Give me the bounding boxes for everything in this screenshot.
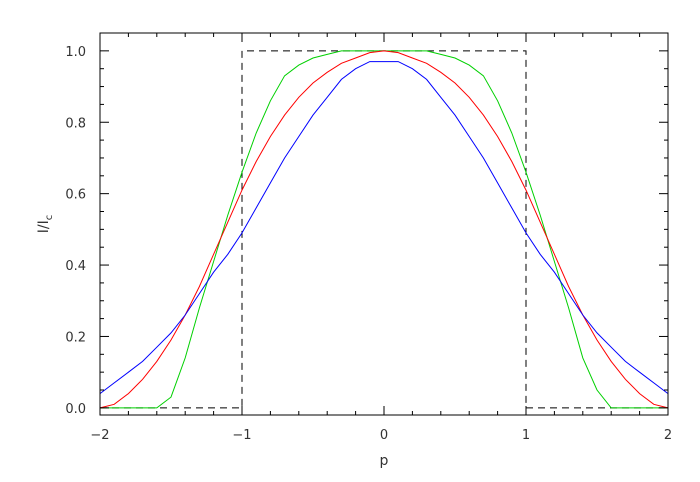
x-axis-label: p — [380, 453, 389, 469]
y-axis-label-main: I/I — [36, 220, 52, 233]
y-axis-label-subscript: c — [44, 215, 55, 221]
series-line-2 — [100, 50, 668, 409]
x-tick-label: 0 — [380, 428, 388, 443]
y-tick-label: 0.8 — [65, 116, 86, 131]
y-tick-label: 0.0 — [65, 402, 86, 417]
y-tick-label: 0.4 — [65, 259, 86, 274]
x-tick-label: −2 — [90, 428, 109, 443]
x-tick-label: 2 — [664, 428, 672, 443]
series-line-1 — [100, 50, 668, 409]
y-tick-label: 0.2 — [65, 330, 86, 345]
y-tick-label: 0.6 — [65, 188, 86, 203]
tick-label-layer: −2 −1 0 1 2 0.0 0.2 0.4 0.6 0.8 1.0 — [65, 45, 672, 443]
x-tick-label: 1 — [522, 428, 530, 443]
series-layer — [99, 50, 669, 409]
series-line-4 — [99, 61, 669, 394]
y-tick-label: 1.0 — [65, 45, 86, 60]
tick-layer — [99, 33, 669, 415]
x-tick-label: −1 — [232, 428, 251, 443]
y-axis-label: I/Ic — [36, 215, 55, 233]
series-line-3 — [99, 50, 669, 409]
